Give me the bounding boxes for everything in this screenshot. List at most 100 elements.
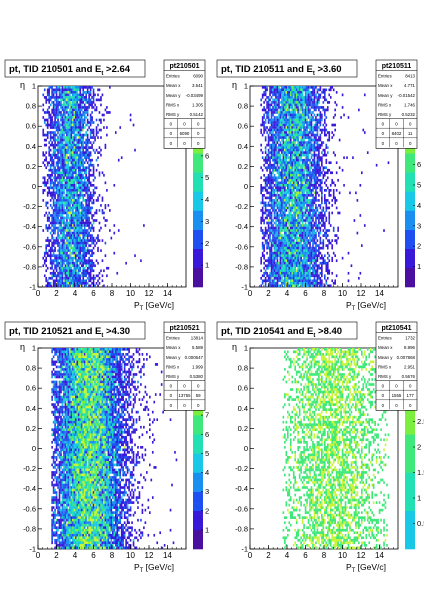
histogram-cell [301,276,304,280]
histogram-cell [298,98,301,102]
histogram-cell [287,234,289,237]
histogram-cell [306,108,308,112]
histogram-cell [73,133,76,137]
histogram-cell [51,191,53,195]
histogram-cell [77,98,80,102]
histogram-cell [79,261,82,265]
histogram-cell [63,279,65,283]
histogram-cell [304,211,307,215]
histogram-cell [51,136,53,139]
histogram-cell [64,101,67,104]
histogram-cell [298,234,301,237]
histogram-cell [57,194,59,197]
histogram-cell [261,199,264,202]
histogram-cell [82,189,85,192]
histogram-cell [284,216,286,220]
histogram-cell [45,101,48,104]
histogram-cell [307,101,310,104]
histogram-cell [261,209,264,212]
histogram-cell [57,219,59,222]
histogram-cell [67,161,70,165]
histogram-cell [310,226,313,230]
histogram-cell [288,199,291,202]
histogram-cell [75,271,77,275]
histogram-cell [63,183,65,187]
histogram-cell [67,249,70,252]
histogram-cell [285,141,288,144]
histogram-cell [287,221,289,225]
histogram-cell [54,249,56,252]
histogram-cell [285,226,288,230]
histogram-cell [294,148,297,152]
histogram-cell [55,111,58,114]
histogram-cell [91,143,93,147]
histogram-cell [313,279,316,283]
histogram-cell [79,276,82,280]
histogram-cell [303,113,305,117]
histogram-cell [285,204,288,207]
histogram-cell [57,236,59,240]
histogram-cell [54,116,56,119]
histogram-cell [298,269,301,273]
histogram-cell [73,234,76,237]
histogram-cell [73,96,76,99]
histogram-cell [98,281,101,285]
histogram-cell [69,256,71,260]
histogram-cell [272,231,274,235]
histogram-cell [288,254,291,257]
histogram-cell [307,246,310,250]
histogram-cell [54,148,56,152]
histogram-cell [76,161,79,165]
histogram-cell [313,118,316,122]
histogram-cell [86,138,89,142]
histogram-cell [66,123,68,127]
histogram-cell [61,241,64,245]
histogram-cell [306,93,308,97]
histogram-cell [70,113,73,117]
histogram-cell [307,191,310,195]
histogram-cell [63,189,65,192]
z-tick-label: 4 [205,195,209,204]
histogram-cell [73,88,76,92]
histogram-cell [303,276,305,280]
histogram-cell [313,173,316,177]
histogram-cell [279,224,282,227]
histogram-cell [83,269,86,273]
histogram-cell [294,143,297,147]
histogram-cell [273,221,276,225]
histogram-cell [289,199,292,202]
histogram-cell [92,236,95,240]
histogram-cell [264,166,267,170]
histogram-cell [79,121,82,124]
histogram-cell [80,176,83,180]
histogram-cell [69,88,71,92]
histogram-cell [60,158,62,162]
histogram-cell [77,221,80,225]
histogram-cell [86,183,89,187]
histogram-cell [306,88,308,92]
histogram-cell [270,118,273,122]
histogram-cell [55,186,58,190]
histogram-cell [300,194,302,197]
histogram-cell [291,128,294,132]
histogram-cell [63,136,65,139]
histogram-cell [288,234,291,237]
histogram-cell [310,111,313,114]
histogram-cell [77,88,80,92]
histogram-cell [282,176,285,180]
histogram-cell [46,126,49,129]
histogram-cell [61,246,64,250]
histogram-cell [57,279,59,283]
histogram-cell [298,236,301,240]
histogram-cell [85,219,87,222]
histogram-cell [279,204,282,207]
histogram-cell [55,214,58,217]
histogram-cell [309,151,311,154]
histogram-cell [58,226,61,230]
histogram-cell [294,123,297,127]
histogram-cell [75,143,77,147]
histogram-cell [269,234,271,237]
histogram-cell [63,224,65,227]
histogram-cell [289,269,292,273]
histogram-cell [291,106,294,109]
